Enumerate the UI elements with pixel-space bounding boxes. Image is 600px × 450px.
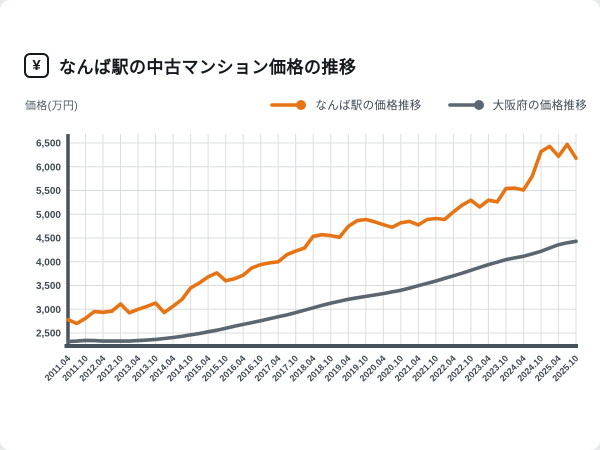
legend-item-osaka: 大阪府の価格推移 — [447, 97, 587, 113]
price-trend-line-chart: 2,500 3,000 3,500 4,000 4,500 5,000 5,500 6,000… — [36, 134, 580, 383]
svg-text:5,000: 5,000 — [36, 210, 61, 221]
page-title: なんば駅の中古マンション価格の推移 — [59, 58, 357, 77]
yen-icon: ¥ — [24, 53, 49, 78]
svg-text:6,000: 6,000 — [36, 162, 61, 173]
legend-line-gray-icon — [447, 100, 484, 110]
chart-legend: なんば駅の価格推移 大阪府の価格推移 — [270, 97, 587, 113]
legend-item-namba: なんば駅の価格推移 — [270, 97, 421, 113]
chart-meta-row: 価格(万円) なんば駅の価格推移 大阪府の価格推移 — [25, 97, 587, 113]
legend-line-orange-icon — [270, 100, 307, 110]
legend-label-osaka: 大阪府の価格推移 — [492, 100, 587, 112]
y-axis-unit-label: 価格(万円) — [25, 100, 79, 112]
svg-text:4,500: 4,500 — [36, 234, 61, 245]
svg-text:2,500: 2,500 — [36, 329, 61, 340]
svg-text:6,500: 6,500 — [36, 139, 61, 150]
svg-text:4,000: 4,000 — [36, 257, 61, 268]
chart-header: ¥ なんば駅の中古マンション価格の推移 — [24, 53, 580, 78]
svg-text:5,500: 5,500 — [36, 186, 61, 197]
chart-area: 2,500 3,000 3,500 4,000 4,500 5,000 5,500 6,000… — [0, 128, 600, 430]
svg-text:3,500: 3,500 — [36, 281, 61, 292]
svg-text:3,000: 3,000 — [36, 305, 61, 316]
legend-label-namba: なんば駅の価格推移 — [315, 100, 422, 112]
